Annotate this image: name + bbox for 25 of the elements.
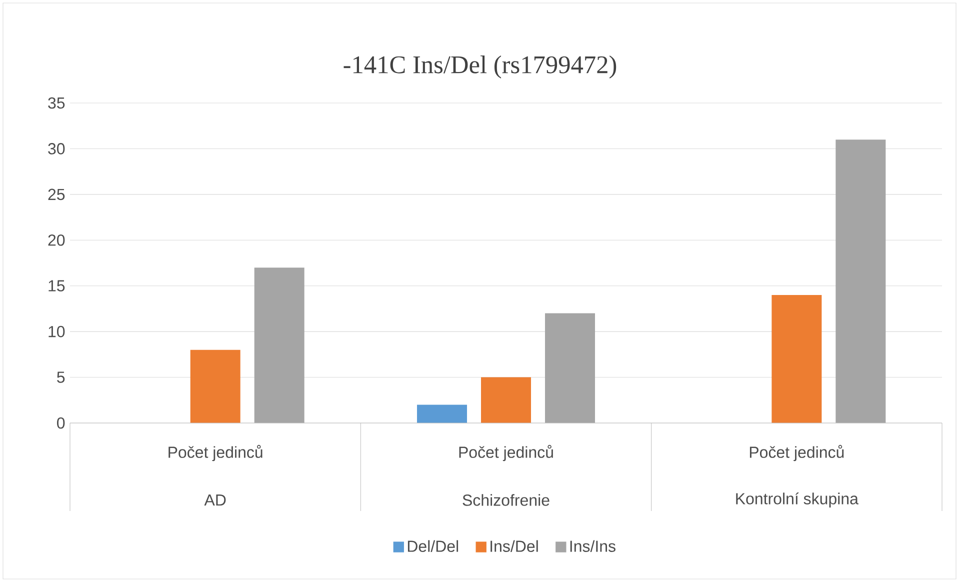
bar — [481, 377, 532, 423]
text: Počet jedinců — [168, 444, 262, 462]
y-tick-label: 0 — [57, 417, 65, 429]
y-tick-label: 25 — [48, 188, 65, 200]
bar — [417, 404, 468, 423]
y-tick-label: 20 — [48, 234, 65, 246]
legend-label: Ins/Ins — [570, 540, 616, 552]
x-tick-label: Kontrolní skupina — [736, 492, 858, 508]
legend-label: Ins/Del — [490, 540, 538, 552]
bar — [190, 350, 240, 423]
y-tick-label: 5 — [57, 372, 65, 383]
bar — [836, 140, 886, 423]
x-tick-label: Schizofrenie — [462, 494, 550, 506]
y-tick-label: 30 — [48, 143, 65, 154]
chart-title: -141C Ins/Del (rs1799472) — [344, 56, 616, 78]
y-tick-label: 35 — [48, 97, 65, 109]
text: Počet jedinců — [459, 444, 553, 462]
y-tick-label: 15 — [48, 280, 65, 292]
bar — [772, 295, 822, 423]
text: Počet jedinců — [750, 444, 844, 462]
x-tick-label: AD — [204, 494, 226, 506]
bar — [254, 268, 304, 423]
legend-label: Del/Del — [408, 540, 458, 552]
bar — [545, 313, 596, 423]
y-tick-label: 10 — [48, 326, 65, 338]
